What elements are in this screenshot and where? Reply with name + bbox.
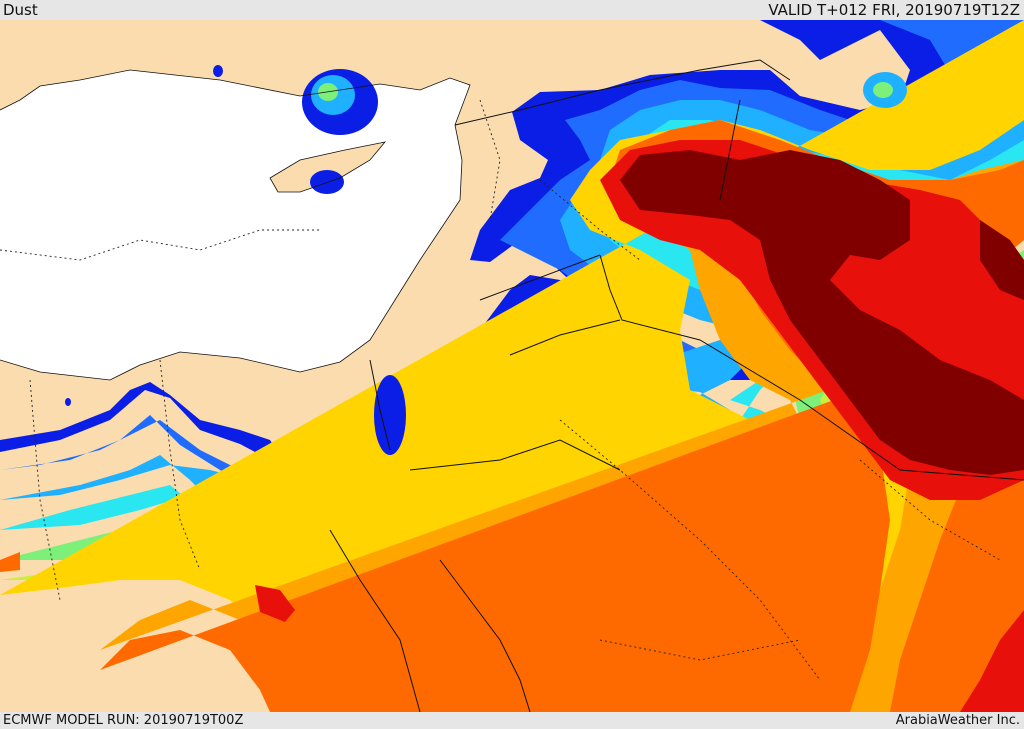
border-lines xyxy=(0,99,1001,681)
dust-map-svg xyxy=(0,20,1024,712)
coastline xyxy=(0,69,471,381)
dust-patch-dot-2 xyxy=(65,398,71,406)
dust-patch-dot xyxy=(213,65,223,77)
model-run: ECMWF MODEL RUN: 20190719T00Z xyxy=(3,713,244,728)
footer-bar: ECMWF MODEL RUN: 20190719T00Z ArabiaWeat… xyxy=(0,712,1024,729)
cyprus xyxy=(270,142,385,192)
credit: ArabiaWeather Inc. xyxy=(895,713,1020,728)
dust-patch-sinai xyxy=(374,375,406,455)
dust-patch-east-core xyxy=(873,82,893,98)
product-title: Dust xyxy=(3,1,38,19)
dust-map[interactable] xyxy=(0,20,1024,712)
header-bar: Dust VALID T+012 FRI, 20190719T12Z xyxy=(0,0,1024,20)
cyprus-coast xyxy=(269,141,387,193)
dust-band-11 xyxy=(620,150,1024,475)
country-borders xyxy=(329,59,1024,712)
dust-patch-cyprus xyxy=(310,170,344,194)
valid-time: VALID T+012 FRI, 20190719T12Z xyxy=(768,1,1020,19)
